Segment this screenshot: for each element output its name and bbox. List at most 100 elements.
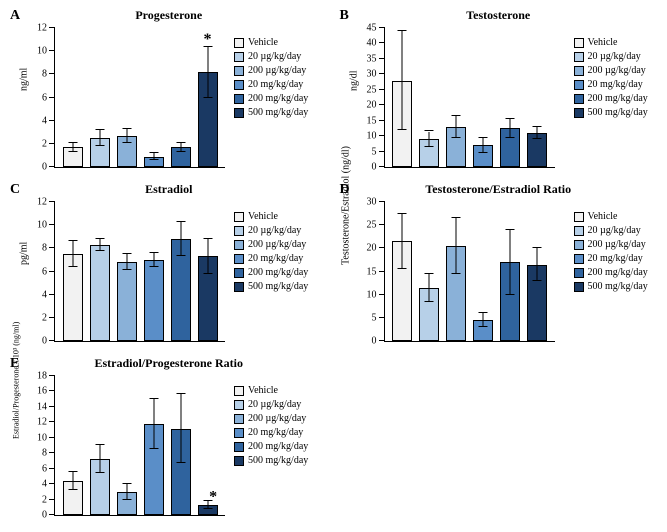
legend-label: 200 mg/kg/day [248, 92, 308, 106]
legend-label: 20 µg/kg/day [248, 50, 301, 64]
error-bar [126, 129, 127, 143]
error-cap [149, 152, 158, 153]
y-tick-label: 0 [372, 336, 385, 347]
error-bar [483, 313, 484, 327]
legend-swatch [574, 80, 584, 90]
legend-row: 20 µg/kg/day [574, 224, 648, 238]
legend-label: 200 µg/kg/day [248, 238, 306, 252]
legend-label: Vehicle [248, 210, 278, 224]
error-cap [68, 471, 77, 472]
error-cap [149, 159, 158, 160]
panel-title: Testosterone/Estradiol Ratio [336, 182, 662, 197]
y-tick-label: 10 [37, 220, 55, 231]
panel-d: DTestosterone/Estradiol RatioTestosteron… [336, 180, 662, 350]
legend-row: 200 µg/kg/day [234, 238, 308, 252]
chart-area: 024681012* [54, 28, 225, 168]
y-tick-label: 10 [367, 289, 385, 300]
legend-row: 20 µg/kg/day [574, 50, 648, 64]
error-cap [176, 393, 185, 394]
error-bar [72, 241, 73, 266]
legend-row: 20 mg/kg/day [574, 252, 648, 266]
legend-swatch [234, 254, 244, 264]
legend-swatch [234, 400, 244, 410]
legend-row: 500 mg/kg/day [234, 106, 308, 120]
y-tick-label: 15 [367, 266, 385, 277]
legend-row: 20 µg/kg/day [234, 224, 308, 238]
legend-label: 20 µg/kg/day [588, 50, 641, 64]
error-bar [429, 132, 430, 147]
y-tick-label: 2 [42, 494, 55, 505]
y-tick-label: 6 [42, 266, 55, 277]
panel-letter: B [340, 8, 349, 24]
error-bar [483, 138, 484, 153]
error-cap [479, 326, 488, 327]
error-cap [203, 97, 212, 98]
error-cap [149, 266, 158, 267]
legend-label: 200 mg/kg/day [588, 92, 648, 106]
y-tick-label: 4 [42, 289, 55, 300]
y-tick-label: 5 [372, 312, 385, 323]
legend-label: 20 mg/kg/day [588, 252, 643, 266]
legend-swatch [574, 52, 584, 62]
legend-label: 500 mg/kg/day [248, 280, 308, 294]
error-cap [176, 462, 185, 463]
error-bar [456, 116, 457, 138]
panel-title: Estradiol [6, 182, 332, 197]
error-cap [95, 472, 104, 473]
legend-swatch [234, 442, 244, 452]
legend-row: 500 mg/kg/day [234, 280, 308, 294]
y-tick-label: 0 [42, 336, 55, 347]
legend-label: Vehicle [588, 210, 618, 224]
error-bar [510, 119, 511, 138]
legend-swatch [574, 268, 584, 278]
chart-area: 051015202530354045 [384, 28, 555, 168]
error-bar [153, 399, 154, 448]
panel-c: CEstradiolpg/ml024681012Vehicle20 µg/kg/… [6, 180, 332, 350]
legend-row: 200 µg/kg/day [574, 238, 648, 252]
error-bar [537, 248, 538, 280]
legend-swatch [234, 282, 244, 292]
panel-a: AProgesteroneng/ml024681012*Vehicle20 µg… [6, 6, 332, 176]
legend-label: 200 mg/kg/day [248, 440, 308, 454]
panel-e: EEstradiol/Progesterone RatioEstradiol/P… [6, 354, 332, 524]
error-cap [203, 508, 212, 509]
error-bar [99, 130, 100, 146]
legend-swatch [234, 428, 244, 438]
y-tick-label: 0 [42, 510, 55, 521]
legend-row: Vehicle [234, 210, 308, 224]
legend-row: 200 µg/kg/day [574, 64, 648, 78]
y-tick-label: 2 [42, 312, 55, 323]
error-cap [203, 238, 212, 239]
error-cap [479, 312, 488, 313]
significance-marker: * [209, 489, 217, 507]
error-cap [506, 294, 515, 295]
legend-swatch [574, 282, 584, 292]
error-cap [176, 142, 185, 143]
panel-title: Progesterone [6, 8, 332, 23]
legend-swatch [234, 94, 244, 104]
legend: Vehicle20 µg/kg/day200 µg/kg/day20 mg/kg… [234, 210, 308, 294]
legend-label: 20 µg/kg/day [588, 224, 641, 238]
legend-row: 200 mg/kg/day [234, 440, 308, 454]
error-cap [506, 229, 515, 230]
legend-row: 20 µg/kg/day [234, 398, 308, 412]
bar [90, 245, 110, 341]
error-cap [122, 128, 131, 129]
bars [385, 28, 555, 167]
bars [385, 202, 555, 341]
error-cap [452, 137, 461, 138]
legend-swatch [234, 456, 244, 466]
legend-swatch [574, 94, 584, 104]
y-tick-label: 35 [367, 53, 385, 64]
error-bar [456, 218, 457, 274]
y-axis-label: Testosterone/Estradiol (ng/dl) [340, 146, 351, 265]
error-cap [203, 273, 212, 274]
error-cap [68, 240, 77, 241]
bar [63, 254, 83, 341]
legend-row: 20 mg/kg/day [234, 252, 308, 266]
y-tick-label: 12 [37, 417, 55, 428]
y-tick-label: 20 [367, 243, 385, 254]
error-bar [126, 254, 127, 270]
y-tick-label: 25 [367, 220, 385, 231]
legend-swatch [574, 226, 584, 236]
